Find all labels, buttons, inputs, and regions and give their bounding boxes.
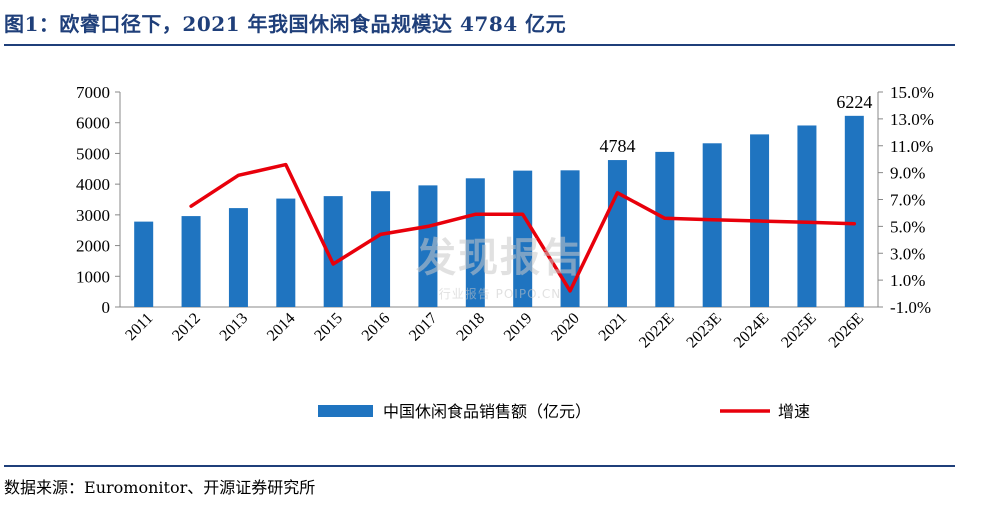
bar bbox=[228, 208, 248, 307]
bar bbox=[276, 198, 296, 307]
source-text: Euromonitor、开源证券研究所 bbox=[84, 478, 316, 497]
bar bbox=[418, 185, 438, 307]
x-tick-label: 2012 bbox=[169, 310, 204, 345]
left-tick-label: 7000 bbox=[76, 83, 110, 102]
x-tick-label: 2018 bbox=[453, 310, 488, 345]
bar bbox=[560, 170, 580, 307]
data-label: 4784 bbox=[599, 136, 635, 156]
legend-bar-label: 中国休闲食品销售额（亿元） bbox=[383, 402, 591, 421]
right-tick-label: -1.0% bbox=[890, 298, 931, 317]
title-divider bbox=[4, 44, 955, 46]
bar bbox=[607, 160, 627, 307]
bar bbox=[323, 196, 343, 307]
bar bbox=[134, 221, 154, 307]
bar bbox=[181, 216, 201, 307]
right-tick-label: 1.0% bbox=[890, 271, 925, 290]
x-tick-label: 2017 bbox=[406, 310, 441, 345]
bar bbox=[655, 151, 675, 307]
bar bbox=[465, 178, 485, 307]
source-note: 数据来源：Euromonitor、开源证券研究所 bbox=[4, 474, 315, 498]
x-tick-label: 2020 bbox=[548, 310, 583, 345]
source-label: 数据来源： bbox=[4, 478, 85, 497]
growth-line bbox=[189, 162, 857, 293]
right-tick-label: 3.0% bbox=[890, 244, 925, 263]
x-tick-label: 2024E bbox=[731, 310, 773, 352]
source-divider bbox=[4, 465, 955, 467]
bar bbox=[371, 191, 391, 307]
bar bbox=[844, 115, 864, 307]
right-tick-label: 13.0% bbox=[890, 110, 934, 129]
right-tick-label: 9.0% bbox=[890, 164, 925, 183]
bar bbox=[513, 170, 533, 307]
x-tick-label: 2021 bbox=[596, 310, 631, 345]
x-tick-label: 2019 bbox=[501, 310, 536, 345]
left-tick-label: 6000 bbox=[76, 114, 110, 133]
left-tick-label: 5000 bbox=[76, 144, 110, 163]
right-tick-label: 15.0% bbox=[890, 83, 934, 102]
x-tick-label: 2023E bbox=[683, 310, 725, 352]
x-tick-label: 2015 bbox=[311, 310, 346, 345]
bar bbox=[702, 143, 722, 307]
data-label: 6224 bbox=[836, 92, 872, 112]
figure-title: 图1：欧睿口径下，2021 年我国休闲食品规模达 4784 亿元 bbox=[4, 12, 567, 36]
right-tick-label: 11.0% bbox=[890, 137, 933, 156]
x-tick-label: 2026E bbox=[826, 310, 868, 352]
x-tick-label: 2013 bbox=[217, 310, 252, 345]
left-tick-label: 2000 bbox=[76, 237, 110, 256]
right-tick-label: 7.0% bbox=[890, 191, 925, 210]
left-tick-label: 3000 bbox=[76, 206, 110, 225]
x-tick-label: 2022E bbox=[636, 310, 678, 352]
legend-bar-swatch bbox=[318, 405, 373, 417]
x-tick-label: 2016 bbox=[359, 310, 394, 345]
left-tick-label: 4000 bbox=[76, 175, 110, 194]
legend-line-label: 增速 bbox=[778, 402, 810, 421]
right-tick-label: 5.0% bbox=[890, 217, 925, 236]
x-tick-label: 2011 bbox=[122, 310, 156, 344]
bar bbox=[797, 125, 817, 307]
x-tick-label: 2014 bbox=[264, 310, 299, 345]
x-tick-label: 2025E bbox=[778, 310, 820, 352]
left-tick-label: 0 bbox=[102, 298, 111, 317]
left-tick-label: 1000 bbox=[76, 267, 110, 286]
